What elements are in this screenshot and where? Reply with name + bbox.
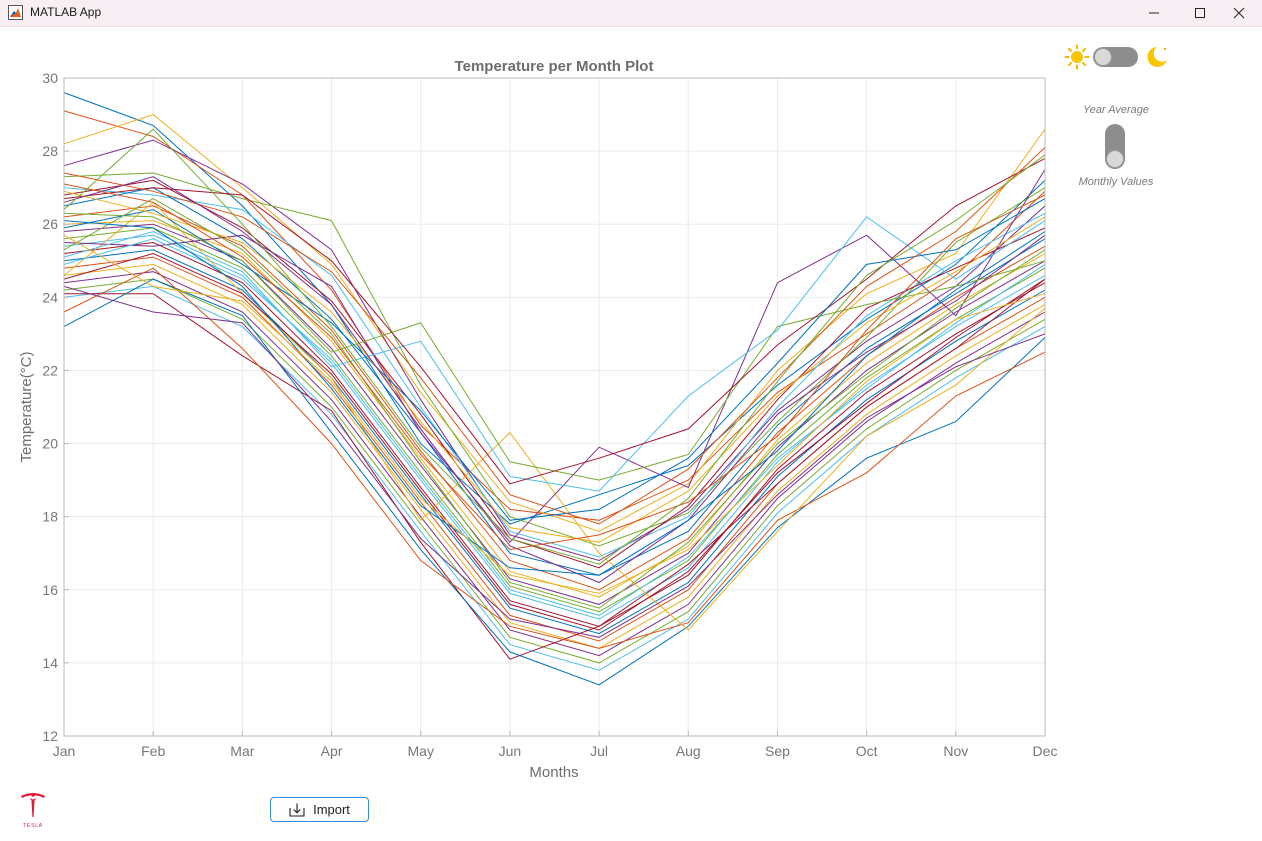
series-line (63, 110, 1046, 521)
series-line (63, 252, 1046, 631)
mode-switch[interactable] (1105, 124, 1125, 169)
series-line (63, 187, 1046, 558)
y-axis-label: Temperature(°C) (18, 351, 35, 462)
y-tick-label: 20 (42, 436, 58, 452)
window-title: MATLAB App (30, 5, 102, 19)
svg-text:TESLA: TESLA (23, 823, 43, 829)
series-line (63, 176, 1046, 584)
x-tick-label: Apr (321, 743, 343, 759)
y-tick-label: 16 (42, 582, 58, 598)
series-line (63, 147, 1046, 525)
series-line (63, 285, 1046, 671)
app-content: Jan Feb Mar Apr May Jun Jul Aug Sep Oct Nov Dec 12 14… (0, 27, 1262, 841)
y-tick-label: 14 (42, 655, 58, 671)
import-icon (289, 803, 305, 817)
y-tick-label: 30 (42, 70, 58, 86)
moon-icon (1147, 47, 1167, 67)
series-line (63, 220, 1046, 576)
y-tick-label: 22 (42, 362, 58, 378)
temperature-chart: Jan Feb Mar Apr May Jun Jul Aug Sep Oct Nov Dec 12 14… (18, 58, 1057, 781)
y-tick-label: 18 (42, 509, 58, 525)
series-line (64, 278, 1046, 660)
series-line (63, 169, 1046, 544)
series-line (63, 234, 1046, 620)
x-tick-label: Aug (676, 743, 701, 759)
series-line (63, 285, 1046, 638)
series-line (63, 128, 1046, 565)
series-line (63, 227, 1046, 613)
x-tick-label: Jan (53, 743, 76, 759)
minimize-icon (1149, 12, 1159, 14)
tesla-logo: TESLA (21, 793, 45, 829)
series-line (63, 172, 1046, 547)
series-line (63, 263, 1046, 649)
x-tick-label: Jul (590, 743, 608, 759)
x-tick-label: Jun (499, 743, 522, 759)
y-tick-label: 24 (42, 289, 58, 305)
x-tick-label: Sep (765, 743, 790, 759)
series-line (63, 267, 1046, 649)
y-tick-label: 12 (42, 728, 58, 744)
series-line (63, 201, 1046, 631)
series-line (63, 190, 1046, 543)
series-line (63, 278, 1046, 664)
maximize-button[interactable] (1177, 0, 1223, 26)
theme-switch-knob[interactable] (1094, 48, 1112, 66)
sun-icon (1064, 44, 1090, 70)
x-tick-label: Dec (1033, 743, 1058, 759)
x-tick-label: May (408, 743, 434, 759)
chart-series (63, 92, 1046, 686)
series-line (63, 198, 1046, 521)
x-tick-label: Feb (141, 743, 165, 759)
series-line (63, 183, 1046, 551)
x-tick-label: Nov (943, 743, 968, 759)
x-tick-label: Oct (856, 743, 878, 759)
series-line (63, 198, 1046, 609)
mode-switch-knob[interactable] (1106, 150, 1124, 168)
theme-switch-track[interactable] (1093, 47, 1138, 67)
series-line (63, 205, 1046, 591)
matlab-app-icon (8, 5, 23, 20)
monthly-values-label: Monthly Values (1078, 176, 1154, 188)
maximize-icon (1195, 8, 1205, 18)
y-tick-label: 28 (42, 143, 58, 159)
series-line (63, 139, 1046, 562)
series-line (63, 238, 1046, 616)
series-line (63, 114, 1046, 532)
series-line (63, 157, 1046, 485)
import-button[interactable]: Import (270, 797, 369, 822)
close-icon (1233, 7, 1245, 19)
x-tick-label: Mar (230, 743, 254, 759)
series-line (63, 92, 1046, 525)
chart-title: Temperature per Month Plot (455, 58, 654, 75)
import-button-label: Import (313, 802, 350, 817)
close-button[interactable] (1216, 0, 1262, 26)
series-line (63, 278, 1046, 686)
title-bar: MATLAB App (0, 0, 1262, 27)
series-line (63, 249, 1046, 635)
chart-ticks: Jan Feb Mar Apr May Jun Jul Aug Sep Oct Nov Dec 12 14… (42, 70, 1057, 759)
plot-area-border (63, 77, 1046, 737)
series-line (63, 256, 1046, 642)
x-axis-label: Months (529, 764, 578, 781)
y-tick-label: 26 (42, 216, 58, 232)
series-line (63, 216, 1046, 492)
series-line (63, 234, 1046, 594)
minimize-button[interactable] (1131, 0, 1177, 26)
series-line (63, 241, 1046, 627)
theme-toggle[interactable] (1062, 43, 1172, 71)
year-average-label: Year Average (1082, 104, 1150, 116)
